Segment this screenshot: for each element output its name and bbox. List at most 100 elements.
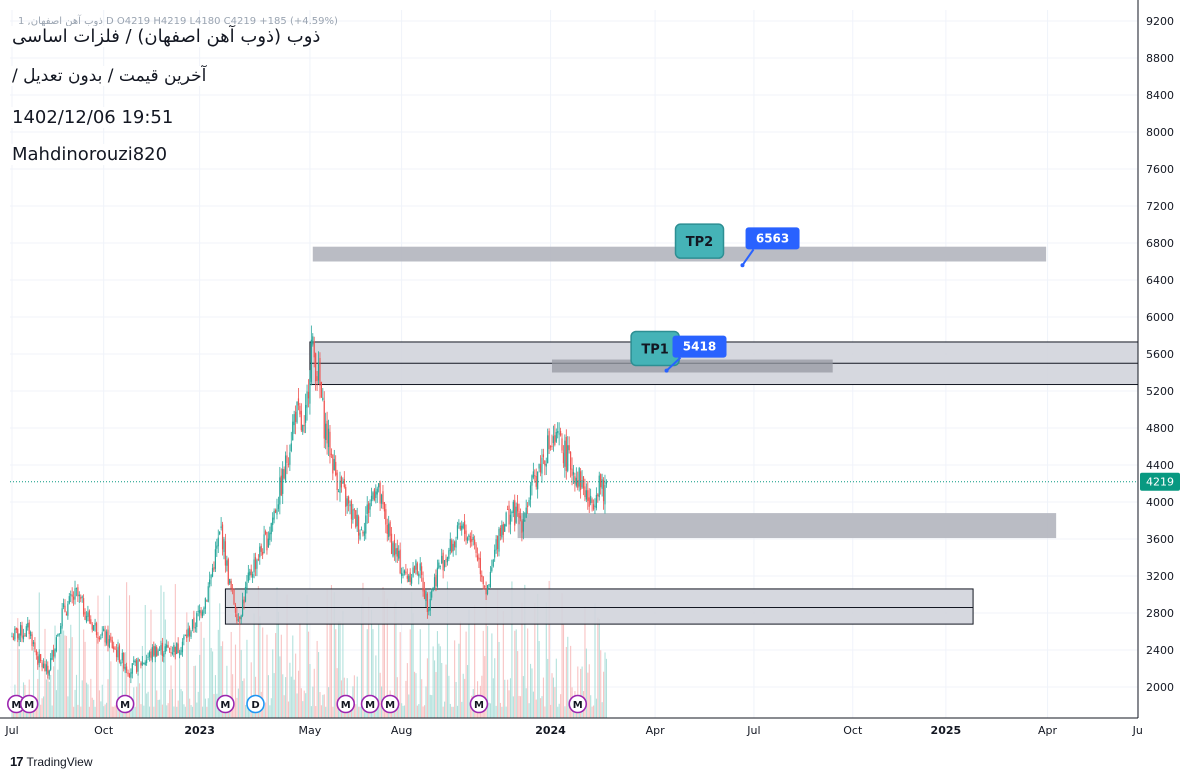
volume-bar	[193, 665, 195, 718]
volume-bar	[161, 704, 163, 718]
volume-bar	[136, 686, 138, 718]
candle-body	[571, 468, 573, 476]
volume-bar	[518, 695, 520, 718]
price-callout-5418-text: 5418	[683, 340, 716, 354]
candle-body	[166, 644, 168, 648]
volume-bar	[434, 660, 436, 718]
candle-body	[471, 538, 473, 542]
candle-body	[484, 586, 486, 588]
volume-bar	[379, 672, 381, 718]
volume-bar	[226, 665, 228, 718]
axes[interactable]: 2000 2400 2800 3200 3600 4000 4400 4800 5200 5600…	[0, 0, 1180, 737]
volume-bar	[532, 691, 534, 718]
candle-body	[267, 538, 269, 548]
candle-body	[379, 482, 381, 504]
candle-body	[297, 398, 300, 406]
candle-body	[422, 577, 424, 592]
volume-bar	[588, 664, 590, 718]
volume-bar	[428, 589, 430, 718]
candle-body	[501, 525, 503, 538]
volume-bar	[206, 706, 208, 718]
candle-body	[174, 646, 176, 655]
candle-body	[406, 575, 408, 579]
candle-body	[260, 545, 262, 552]
candle-body	[113, 646, 115, 650]
x-tick-label: Oct	[94, 724, 114, 737]
volume-bar	[94, 706, 96, 718]
candle-body	[494, 549, 496, 558]
volume-bar	[111, 706, 113, 718]
candle-body	[140, 662, 142, 666]
volume-bar	[492, 678, 494, 718]
volume-bar	[187, 630, 189, 718]
event-marker-M	[115, 694, 135, 714]
candle-body	[485, 588, 487, 595]
tradingview-brand[interactable]: 17 TradingView	[10, 754, 93, 769]
volume-bar	[80, 706, 82, 718]
volume-bar	[176, 706, 178, 718]
volume-bar	[217, 629, 219, 718]
volume-bar	[435, 672, 437, 718]
candle-body	[144, 662, 146, 666]
candle-body	[423, 588, 426, 600]
volume-bar	[151, 655, 153, 718]
volume-bar	[236, 697, 238, 718]
candle-body	[461, 525, 463, 531]
candle-body	[181, 641, 184, 653]
candle-body	[333, 459, 335, 471]
x-tick-label: Apr	[646, 724, 666, 737]
candle-body	[120, 661, 122, 665]
candle-body	[223, 538, 225, 553]
volume-bar	[282, 674, 284, 718]
candle-body	[323, 400, 325, 439]
candle-body	[51, 650, 53, 660]
volume-bar	[128, 595, 131, 718]
volume-bar	[141, 645, 143, 718]
volume-bar	[65, 635, 68, 718]
volume-bar	[63, 630, 65, 718]
candle-body	[41, 662, 43, 668]
candle-body	[353, 509, 355, 511]
volume-bar	[200, 621, 202, 718]
candle-body	[432, 589, 434, 591]
candle-body	[87, 612, 89, 617]
volume-bar	[307, 631, 310, 718]
volume-bar	[91, 697, 93, 718]
candle-body	[412, 567, 414, 577]
volume-bar	[277, 611, 280, 718]
candle-body	[307, 391, 310, 399]
candle-body	[337, 491, 340, 493]
candle-body	[209, 579, 211, 585]
volume-bar	[382, 587, 384, 718]
volume-bar	[32, 647, 35, 718]
volume-bar	[489, 703, 491, 718]
candle-body	[360, 529, 363, 531]
volume-bar	[552, 677, 555, 718]
candle-body	[359, 532, 361, 540]
candle-body	[236, 614, 238, 622]
candle-body	[90, 619, 92, 624]
volume-bar	[71, 637, 73, 718]
candle-body	[55, 637, 58, 651]
volume-bar	[565, 646, 567, 718]
volume-bar	[55, 690, 58, 718]
price-callout-dot	[740, 263, 745, 268]
volume-bar	[88, 706, 90, 718]
volume-bar	[289, 662, 291, 718]
volume-bar	[452, 706, 454, 718]
volume-bar	[201, 706, 204, 718]
candle-body	[163, 653, 165, 657]
volume-bar	[323, 694, 325, 718]
volume-bar	[330, 585, 333, 718]
volume-bar	[286, 594, 288, 718]
volume-bar	[421, 679, 423, 718]
candle-body	[555, 431, 557, 442]
candle-body	[177, 643, 179, 654]
price-callout-pointer	[665, 356, 682, 372]
event-marker-M	[336, 694, 356, 714]
candle-body	[28, 622, 30, 635]
volume-bar	[584, 606, 586, 718]
volume-bar	[329, 624, 331, 718]
